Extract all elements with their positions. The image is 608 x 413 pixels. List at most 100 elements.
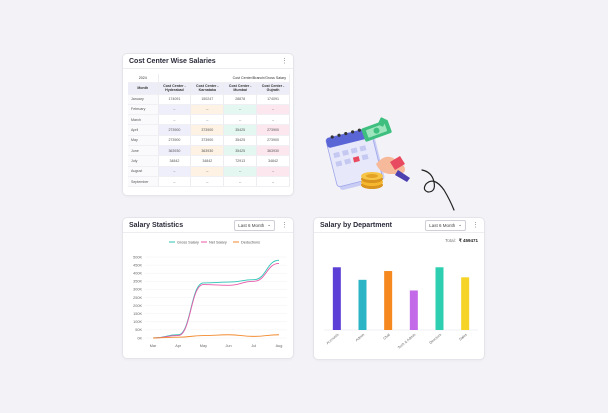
salary-cell: 373900 [190,135,225,146]
table-group-row: 2024 Cost Center/Branch/Gross Salary [128,74,290,83]
salary-cell: -- [190,166,225,177]
department-bar [409,290,418,330]
salary-cell: 35425 [223,135,258,146]
period-select[interactable]: Last 6 Month ⌄ [234,219,275,231]
department-bar [435,267,444,330]
salary-cell: -- [158,176,192,188]
more-options-icon[interactable]: ⋮ [281,57,288,65]
x-tick-label: Apr [175,344,182,348]
salary-cell: -- [256,166,290,177]
department-bar [384,271,393,330]
x-tick-label: Jun [226,344,232,348]
salary-cell: 363930 [190,145,225,157]
month-cell: May [128,135,159,146]
salary-cell: 34842 [158,155,192,167]
department-bar [332,267,341,330]
salary-cell: 363930 [256,145,290,157]
x-tick-label: Mar [150,344,157,348]
y-tick-label: 100K [133,320,142,324]
y-tick-label: 350K [133,280,142,284]
department-bar [461,277,470,330]
month-cell: January [128,94,159,105]
card-header: Cost Center Wise Salaries ⋮ [123,54,293,69]
salary-cell: 273900 [256,124,290,136]
category-label: Accounts [326,333,340,346]
y-tick-label: 400K [133,272,142,276]
table-row: February -- -- -- -- [128,104,290,116]
total-value: ₹ 459471 [458,238,478,243]
category-label: Directors [429,333,443,345]
calendar-money-illustration [325,117,410,190]
more-options-icon[interactable]: ⋮ [281,221,288,229]
period-select-value: Last 6 Month [238,222,265,228]
month-cell: June [128,145,159,157]
salary-cell: -- [158,104,192,116]
salary-cell: 34842 [190,155,225,167]
table-row: September -- -- -- -- [128,176,290,188]
column-header: Cost Center - Mumbai [223,82,258,95]
salary-cell: -- [256,104,290,116]
chevron-down-icon: ⌄ [267,222,271,227]
x-tick-label: Jul [251,344,256,348]
salary-cell: 35425 [223,145,258,157]
total-label: Total: [445,238,456,243]
column-header: Cost Center - Hyderabad [158,82,192,95]
period-select[interactable]: Last 6 Month ⌄ [425,219,466,231]
more-options-icon[interactable]: ⋮ [472,221,479,229]
column-header-month: Month [128,82,159,95]
salary-line-chart: 0K 50K 100K 150K 200K 250K 300K 350K 400K 450K 500… [133,240,287,348]
series-line [152,259,280,339]
salary-cell: 72913 [223,155,258,167]
y-tick-label: 450K [133,263,142,267]
month-cell: March [128,114,159,126]
swirl-decoration [421,169,455,211]
salary-statistics-card: Salary Statistics Last 6 Month ⌄ ⋮ 0K 50K 1… [122,217,294,359]
salary-cell: -- [158,166,192,177]
month-cell: February [128,104,159,116]
x-tick-label: Aug [276,344,283,348]
category-label: Sales [458,333,468,342]
legend-label: Deductions [241,240,260,244]
salary-cell: -- [256,176,290,188]
card-title: Cost Center Wise Salaries [129,57,216,65]
legend-label: Gross Salary [177,240,199,244]
salary-cell: -- [223,166,258,177]
group-header: Cost Center/Branch/Gross Salary [158,74,290,83]
salary-cell: -- [223,114,258,126]
salary-cell: -- [256,114,290,126]
y-tick-label: 200K [133,304,142,308]
legend-label: Net Salary [209,240,227,244]
series-line [152,334,280,339]
total-amount: Total: ₹ 459471 [445,238,478,244]
chevron-down-icon: ⌄ [458,222,462,227]
month-cell: August [128,166,159,177]
salary-cell: 35425 [223,124,258,136]
column-header: Cost Center - Gujrath [256,82,290,95]
table-header-row: Month Cost Center - Hyderabad Cost Cente… [128,82,290,95]
card-title: Salary by Department [320,221,392,229]
period-select-value: Last 6 Month [429,222,456,228]
salary-cell: 273900 [158,124,192,136]
column-header: Cost Center - Karnataka [190,82,225,95]
table-row: April 273900 373900 35425 273900 [128,124,290,136]
salary-cell: 273900 [158,135,192,146]
y-tick-label: 250K [133,296,142,300]
month-cell: July [128,155,159,167]
card-title: Salary Statistics [129,221,184,229]
card-header: Salary Statistics Last 6 Month ⌄ ⋮ [123,218,293,233]
salary-cell: -- [190,114,225,126]
category-label: Tech & Admin [397,333,416,350]
salary-cell: -- [223,104,258,116]
table-row: August -- -- -- -- [128,166,290,177]
salary-cell: 363930 [158,145,192,157]
table-row: May 273900 373900 35425 273900 [128,135,290,146]
series-line [152,263,280,339]
table-row: July 34842 34842 72913 34842 [128,155,290,167]
category-label: Admin [355,333,365,343]
y-tick-label: 0K [137,336,142,340]
salary-cell: 150247 [190,94,225,105]
card-header: Salary by Department Last 6 Month ⌄ ⋮ [314,218,484,233]
department-bar [358,279,367,330]
table-row: March -- -- -- -- [128,114,290,126]
table-row: June 363930 363930 35425 363930 [128,145,290,157]
